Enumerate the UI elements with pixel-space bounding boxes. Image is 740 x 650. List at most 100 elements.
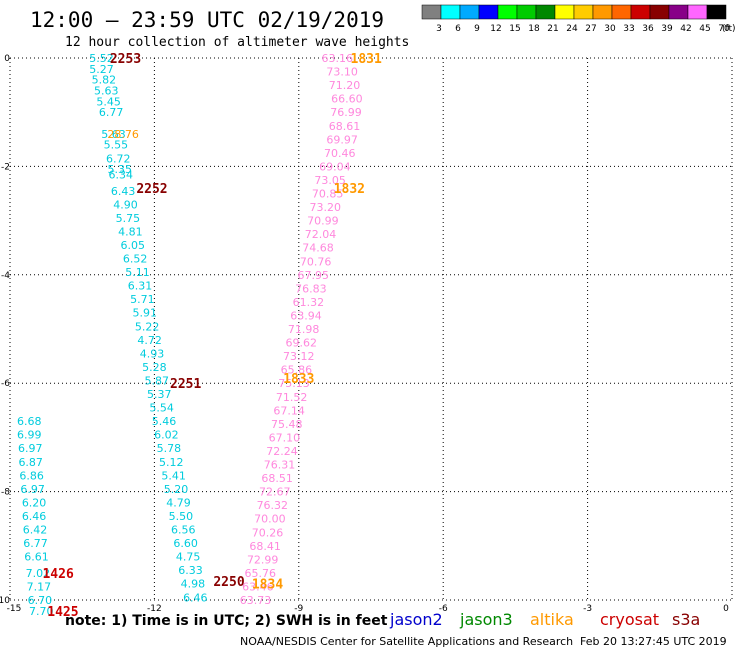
footer-timestamp: Feb 20 13:27:45 UTC 2019: [580, 635, 727, 648]
wave-height-label: 5.27: [89, 63, 114, 76]
wave-height-label: 5.28: [142, 361, 167, 374]
wave-height-label: 72.24: [266, 445, 298, 458]
plot-grid: [9, 57, 733, 601]
wave-height-label: 73.10: [326, 66, 358, 79]
scale-label: 12: [490, 24, 501, 34]
legend-s3a: s3a: [672, 610, 700, 629]
wave-height-label: 6.42: [23, 524, 48, 537]
wave-height-label: 6.99: [17, 429, 42, 442]
wave-height-label: 70.46: [324, 147, 356, 160]
pass-number: 1425: [47, 605, 78, 620]
wave-height-label: 73.12: [283, 350, 315, 363]
wave-height-label: 5.71: [130, 293, 155, 306]
legend-jason3: jason3: [459, 610, 513, 629]
wave-height-label: 69.62: [285, 337, 317, 350]
wave-height-label: 65.76: [245, 567, 277, 580]
wave-height-label: 70.85: [312, 188, 344, 201]
wave-height-label: 5.91: [133, 307, 158, 320]
scale-label: 18: [528, 24, 540, 34]
chart-title: 12:00 – 23:59 UTC 02/19/2019: [30, 8, 384, 32]
wave-height-label: 67.14: [273, 404, 305, 417]
scale-swatch: [706, 4, 727, 20]
wave-height-label: 72.04: [305, 228, 337, 241]
wave-height-label: 66.60: [331, 93, 363, 106]
pass-number: 1833: [283, 372, 314, 387]
note-text: note: 1) Time is in UTC; 2) SWH is in fe…: [65, 613, 388, 629]
wave-height-label: 74.68: [302, 242, 334, 255]
wave-height-label: 5.12: [159, 456, 184, 469]
wave-height-label: 68.41: [249, 540, 281, 553]
scale-swatch: [592, 4, 613, 20]
wave-height-label: 63.46: [242, 580, 274, 593]
wave-height-label: 6.77: [23, 537, 48, 550]
wave-height-label: 4.81: [118, 225, 143, 238]
wave-height-label: 6.46: [22, 510, 47, 523]
y-tick-label: -10: [0, 596, 10, 606]
wave-height-label: 6.43: [111, 185, 136, 198]
wave-height-label: 5.87: [145, 374, 170, 387]
wave-height-label: 5.63: [101, 128, 126, 141]
wave-height-label: 69.04: [319, 160, 351, 173]
axis-ticks: -15 -12 -9 -6 -3 0 0 -2 -4 -6 -8 -10: [0, 54, 729, 614]
wave-height-label: 6.61: [24, 551, 49, 564]
wave-height-label: 70.99: [307, 215, 339, 228]
x-tick-label: -9: [294, 604, 303, 614]
wave-height-label: 6.70: [28, 594, 53, 607]
wave-height-label: 70.76: [300, 255, 332, 268]
wave-height-label: 5.63: [94, 85, 119, 98]
wave-height-label: 71.20: [329, 79, 361, 92]
wave-height-label: 76.83: [295, 282, 327, 295]
wave-height-label: 76.32: [257, 499, 289, 512]
scale-label: 30: [604, 24, 616, 34]
footer-credit: NOAA/NESDIS Center for Satellite Applica…: [240, 635, 573, 648]
wave-height-label: 71.52: [276, 391, 308, 404]
wave-height-label: 5.46: [152, 415, 177, 428]
scale-swatch: [630, 4, 651, 20]
wave-height-label: 5.22: [135, 320, 160, 333]
wave-height-label: 63.73: [240, 594, 272, 607]
wave-height-label: 4.79: [166, 496, 191, 509]
wave-height-label: 5.37: [147, 388, 172, 401]
wave-height-label: 5.78: [157, 442, 182, 455]
y-tick-label: -8: [1, 488, 10, 498]
wave-height-label: 5.75: [116, 212, 141, 225]
wave-height-label: 76.31: [264, 459, 296, 472]
data-points: 5.525.275.825.635.456.775.635.556.725.35…: [17, 52, 363, 618]
wave-height-label: 5.55: [104, 139, 129, 152]
scale-swatch: [668, 4, 689, 20]
wave-height-label: 4.98: [181, 578, 206, 591]
y-tick-label: -2: [1, 162, 10, 172]
scale-swatch: [611, 4, 632, 20]
pass-number: 2252: [136, 182, 167, 197]
legend-altika: altika: [530, 610, 574, 629]
wave-height-label: 68.61: [329, 120, 361, 133]
wave-height-label: 63.16: [322, 52, 354, 65]
wave-height-label: 6.97: [18, 442, 43, 455]
x-tick-label: -3: [583, 604, 592, 614]
scale-label: 42: [680, 24, 691, 34]
scale-swatch: [554, 4, 575, 20]
wave-height-label: 69.97: [326, 133, 358, 146]
wave-height-label: 6.87: [18, 456, 43, 469]
wave-height-label: 5.50: [169, 510, 194, 523]
x-tick-label: -6: [439, 604, 448, 614]
wave-height-label: 6.56: [171, 524, 196, 537]
legend-cryosat: cryosat: [600, 610, 659, 629]
wave-height-label: 5.45: [96, 95, 121, 108]
scale-swatch: [573, 4, 594, 20]
wave-height-label: 7.17: [27, 580, 52, 593]
scale-unit: (ft): [722, 24, 736, 34]
wave-height-label: 6.72: [106, 152, 131, 165]
wave-height-label: 6.77: [99, 106, 124, 119]
wave-height-label: 73.20: [310, 201, 342, 214]
wave-height-label: 63.94: [290, 309, 322, 322]
color-scale: 3 6 9 12 15 18 21 24 27 30 33 36 39 42 45 70(ft): [421, 4, 736, 34]
wave-height-label: 5.20: [164, 483, 189, 496]
wave-height-label: 6.60: [173, 537, 198, 550]
y-tick-label: -4: [1, 271, 10, 281]
pass-number: 2250: [213, 575, 244, 590]
wave-height-label: 28.76: [107, 128, 139, 141]
scale-label: 27: [585, 24, 596, 34]
wave-height-label: 70.00: [254, 513, 286, 526]
pass-number: 2253: [110, 52, 141, 67]
